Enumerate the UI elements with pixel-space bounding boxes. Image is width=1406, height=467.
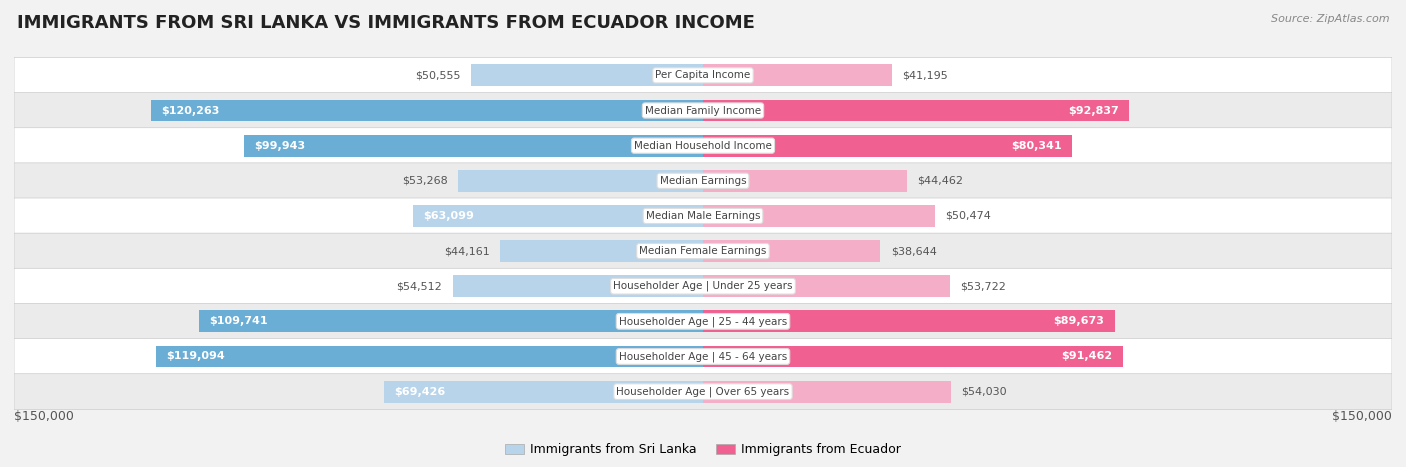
Text: $41,195: $41,195 (903, 71, 948, 80)
FancyBboxPatch shape (14, 198, 1392, 234)
Text: $53,268: $53,268 (402, 176, 449, 186)
Text: $89,673: $89,673 (1053, 316, 1105, 326)
Text: $92,837: $92,837 (1069, 106, 1119, 115)
FancyBboxPatch shape (14, 233, 1392, 269)
FancyBboxPatch shape (14, 304, 1392, 339)
FancyBboxPatch shape (14, 92, 1392, 128)
Text: Source: ZipAtlas.com: Source: ZipAtlas.com (1271, 14, 1389, 24)
Text: Median Earnings: Median Earnings (659, 176, 747, 186)
Text: $54,030: $54,030 (962, 387, 1007, 396)
Bar (501, 240, 703, 262)
Text: $80,341: $80,341 (1011, 141, 1062, 151)
Text: Householder Age | Under 25 years: Householder Age | Under 25 years (613, 281, 793, 291)
Text: $119,094: $119,094 (166, 352, 225, 361)
Text: Median Household Income: Median Household Income (634, 141, 772, 151)
Bar (156, 346, 703, 368)
Bar (471, 64, 703, 86)
Bar (384, 381, 703, 403)
Bar (703, 240, 880, 262)
Text: IMMIGRANTS FROM SRI LANKA VS IMMIGRANTS FROM ECUADOR INCOME: IMMIGRANTS FROM SRI LANKA VS IMMIGRANTS … (17, 14, 755, 32)
Text: Median Male Earnings: Median Male Earnings (645, 211, 761, 221)
Text: $53,722: $53,722 (960, 281, 1005, 291)
Bar (703, 381, 950, 403)
Text: Per Capita Income: Per Capita Income (655, 71, 751, 80)
Bar (245, 135, 703, 156)
Text: $150,000: $150,000 (1331, 410, 1392, 423)
Text: $150,000: $150,000 (14, 410, 75, 423)
Text: $99,943: $99,943 (254, 141, 305, 151)
FancyBboxPatch shape (14, 163, 1392, 199)
Bar (453, 276, 703, 297)
FancyBboxPatch shape (14, 339, 1392, 375)
Text: Median Female Earnings: Median Female Earnings (640, 246, 766, 256)
Text: Median Family Income: Median Family Income (645, 106, 761, 115)
Bar (703, 311, 1115, 332)
Bar (703, 99, 1129, 121)
Text: $63,099: $63,099 (423, 211, 474, 221)
Text: Householder Age | 25 - 44 years: Householder Age | 25 - 44 years (619, 316, 787, 326)
Text: $109,741: $109,741 (209, 316, 269, 326)
Text: Householder Age | Over 65 years: Householder Age | Over 65 years (616, 386, 790, 397)
FancyBboxPatch shape (14, 57, 1392, 93)
Bar (413, 205, 703, 227)
Bar (458, 170, 703, 191)
Text: $44,462: $44,462 (918, 176, 963, 186)
Text: $50,555: $50,555 (415, 71, 461, 80)
Text: $91,462: $91,462 (1062, 352, 1112, 361)
Bar (703, 170, 907, 191)
Bar (703, 276, 949, 297)
Bar (703, 205, 935, 227)
Bar (703, 346, 1123, 368)
Text: Householder Age | 45 - 64 years: Householder Age | 45 - 64 years (619, 351, 787, 362)
Text: $38,644: $38,644 (891, 246, 936, 256)
Legend: Immigrants from Sri Lanka, Immigrants from Ecuador: Immigrants from Sri Lanka, Immigrants fr… (501, 439, 905, 461)
Text: $44,161: $44,161 (444, 246, 489, 256)
Bar (150, 99, 703, 121)
FancyBboxPatch shape (14, 268, 1392, 304)
Text: $120,263: $120,263 (160, 106, 219, 115)
FancyBboxPatch shape (14, 374, 1392, 410)
Bar (703, 135, 1071, 156)
Text: $69,426: $69,426 (395, 387, 446, 396)
Text: $50,474: $50,474 (945, 211, 991, 221)
Bar (703, 64, 893, 86)
Bar (200, 311, 703, 332)
Text: $54,512: $54,512 (396, 281, 443, 291)
FancyBboxPatch shape (14, 128, 1392, 163)
